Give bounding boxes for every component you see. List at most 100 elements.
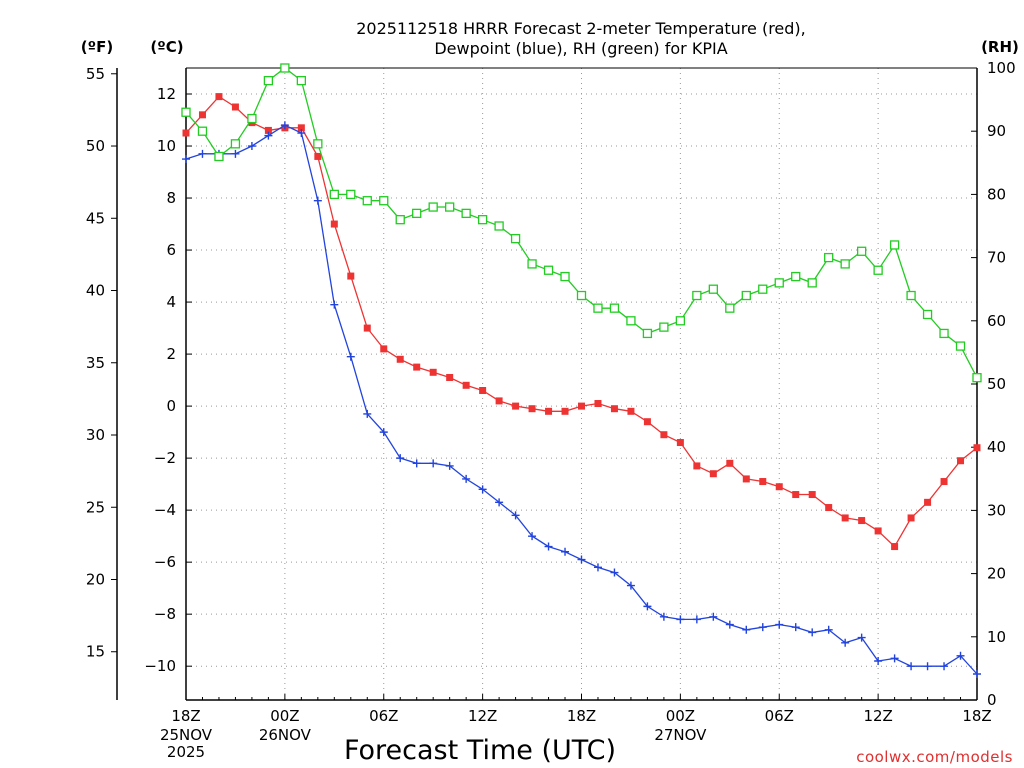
temperature-point bbox=[825, 504, 833, 512]
temperature-series bbox=[182, 93, 981, 551]
temperature-point bbox=[446, 373, 454, 381]
temperature-point bbox=[808, 491, 816, 499]
time-tick-label: 18Z bbox=[171, 707, 200, 725]
dewpoint-point bbox=[313, 196, 322, 205]
rh-point bbox=[214, 151, 224, 162]
celsius-tick-label: 10 bbox=[157, 137, 176, 155]
rh-point bbox=[692, 290, 702, 301]
rh-tick-label: 90 bbox=[987, 122, 1006, 140]
celsius-tick-label: 6 bbox=[166, 241, 176, 259]
fahrenheit-tick-label: 30 bbox=[86, 426, 105, 444]
dewpoint-point bbox=[775, 620, 784, 629]
temperature-point bbox=[512, 402, 520, 410]
rh-point bbox=[725, 303, 735, 313]
rh-point bbox=[296, 75, 307, 86]
time-tick-label: 06Z bbox=[369, 707, 398, 725]
rh-point bbox=[791, 271, 801, 282]
rh-point bbox=[247, 113, 257, 124]
rh-point bbox=[972, 373, 982, 383]
dewpoint-point bbox=[396, 454, 405, 463]
time-tick-year-label: 2025 bbox=[167, 743, 205, 761]
temperature-point bbox=[627, 407, 635, 415]
temperature-point bbox=[198, 111, 206, 119]
rh-point bbox=[362, 196, 372, 206]
dewpoint-point bbox=[725, 620, 734, 629]
dewpoint-point bbox=[561, 547, 570, 556]
rh-point bbox=[412, 208, 422, 219]
rh-point bbox=[675, 316, 686, 326]
rh-point bbox=[527, 259, 537, 269]
dewpoint-point bbox=[874, 656, 883, 665]
rh-point bbox=[758, 284, 768, 294]
rh-tick-label: 30 bbox=[987, 501, 1006, 519]
fahrenheit-tick-label: 55 bbox=[86, 65, 105, 83]
dewpoint-point bbox=[198, 149, 207, 158]
dewpoint-point bbox=[626, 581, 635, 590]
time-tick-date-label: 27NOV bbox=[654, 726, 707, 744]
temperature-point bbox=[380, 345, 388, 353]
dewpoint-point bbox=[577, 555, 586, 564]
rh-point bbox=[889, 240, 900, 250]
celsius-tick-label: −10 bbox=[144, 657, 176, 675]
rh-point bbox=[197, 126, 208, 136]
celsius-tick-label: −6 bbox=[154, 553, 176, 571]
temperature-point bbox=[545, 407, 553, 415]
temperature-point bbox=[709, 470, 717, 478]
dewpoint-point bbox=[544, 542, 553, 551]
rh-point bbox=[395, 215, 405, 225]
time-tick-label: 12Z bbox=[863, 707, 892, 725]
temperature-point bbox=[858, 517, 866, 525]
unit-celsius-label: (ºC) bbox=[150, 38, 183, 56]
rh-point bbox=[708, 284, 718, 294]
temperature-point bbox=[231, 103, 239, 111]
time-tick-date-label: 26NOV bbox=[259, 726, 312, 744]
dewpoint-point bbox=[429, 459, 438, 468]
dewpoint-point bbox=[659, 612, 668, 621]
temperature-point bbox=[215, 93, 223, 101]
temperature-point bbox=[726, 459, 734, 467]
rh-axis: 0 10 20 30 40 50 60 70 80 90 100 bbox=[971, 59, 1016, 709]
dewpoint-point bbox=[857, 633, 866, 642]
dewpoint-point bbox=[907, 662, 916, 671]
dewpoint-point bbox=[280, 121, 289, 130]
dewpoint-point bbox=[956, 651, 965, 660]
dewpoint-point bbox=[346, 352, 355, 361]
rh-point bbox=[280, 63, 290, 73]
dewpoint-point bbox=[478, 485, 487, 494]
dewpoint-point bbox=[247, 142, 256, 151]
celsius-tick-label: 2 bbox=[166, 345, 176, 363]
rh-point bbox=[840, 259, 850, 269]
rh-point bbox=[609, 303, 620, 313]
temperature-point bbox=[495, 397, 503, 405]
temperature-point bbox=[578, 402, 585, 410]
temperature-point bbox=[660, 431, 668, 439]
rh-point bbox=[576, 290, 587, 301]
rh-point bbox=[774, 278, 784, 288]
rh-point bbox=[856, 246, 867, 256]
rh-line bbox=[185, 67, 978, 379]
unit-rh-label: (RH) bbox=[981, 38, 1019, 56]
temperature-point bbox=[957, 457, 965, 465]
rh-point bbox=[642, 328, 653, 339]
dewpoint-point bbox=[445, 461, 454, 470]
rh-tick-label: 60 bbox=[987, 312, 1006, 330]
temperature-point bbox=[775, 483, 783, 491]
dewpoint-point bbox=[973, 669, 981, 678]
dewpoint-point bbox=[923, 662, 932, 671]
grid-lines bbox=[186, 68, 977, 700]
rh-tick-label: 100 bbox=[987, 59, 1016, 77]
dewpoint-point bbox=[231, 149, 240, 158]
rh-point bbox=[313, 139, 323, 149]
rh-point bbox=[873, 265, 883, 275]
temperature-point bbox=[924, 498, 932, 506]
x-axis-label: Forecast Time (UTC) bbox=[344, 735, 616, 766]
temperature-point bbox=[907, 514, 915, 522]
temperature-point bbox=[841, 514, 849, 522]
temperature-point bbox=[693, 462, 701, 470]
fahrenheit-tick-label: 50 bbox=[86, 137, 105, 155]
fahrenheit-tick-label: 40 bbox=[86, 282, 105, 300]
temperature-point bbox=[610, 405, 618, 413]
rh-point bbox=[461, 208, 471, 219]
rh-point bbox=[379, 196, 389, 206]
dewpoint-point bbox=[709, 612, 718, 621]
